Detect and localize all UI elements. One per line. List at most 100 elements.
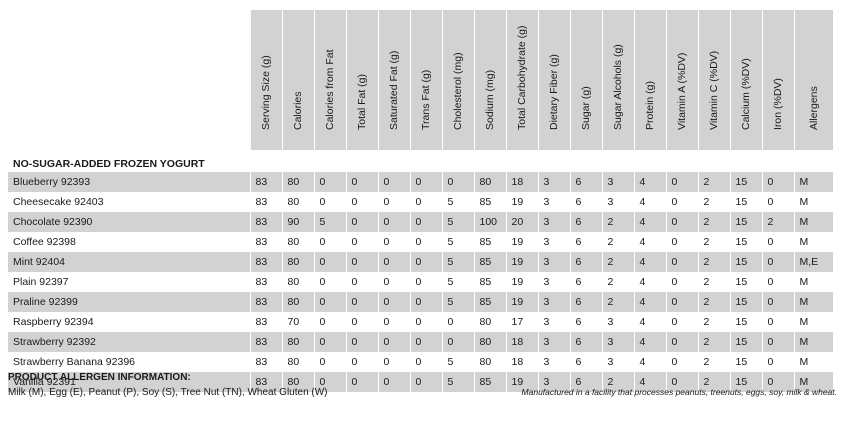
table-cell: 2 (697, 272, 730, 292)
table-cell: 15 (729, 312, 762, 332)
column-header: Vitamin A (%DV) (665, 10, 698, 150)
table-cell: 0 (313, 332, 346, 352)
table-cell: 0 (313, 272, 346, 292)
column-header: Calcium (%DV) (729, 10, 762, 150)
product-name: Strawberry 92392 (8, 332, 250, 352)
table-cell: 6 (569, 252, 602, 272)
table-cell: 5 (441, 272, 474, 292)
product-name: Mint 92404 (8, 252, 250, 272)
table-cell: 0 (377, 352, 410, 372)
table-cell: 83 (249, 232, 282, 252)
table-cell: 0 (761, 352, 794, 372)
table-cell: 3 (537, 332, 570, 352)
table-cell: 6 (569, 232, 602, 252)
table-cell: 0 (665, 252, 698, 272)
table-cell: 0 (665, 212, 698, 232)
table-cell: 80 (281, 172, 314, 192)
table-cell: 15 (729, 292, 762, 312)
table-cell: 0 (345, 272, 378, 292)
table-cell: 15 (729, 272, 762, 292)
table-cell: 2 (697, 212, 730, 232)
table-cell: 0 (409, 332, 442, 352)
table-cell: 0 (409, 252, 442, 272)
table-row: Raspberry 92394 83 70 0 0 0 0 0 80 17 3 6 3 4 0 2 15 0 M (8, 312, 833, 332)
table-cell: 0 (345, 312, 378, 332)
table-cell: M (793, 352, 833, 372)
table-cell: M (793, 172, 833, 192)
allergen-legend: Milk (M), Egg (E), Peanut (P), Soy (S), … (8, 387, 328, 398)
table-cell: 15 (729, 252, 762, 272)
column-header-label: Sugar Alcohols (g) (612, 44, 624, 130)
table-cell: 0 (313, 372, 346, 392)
table-cell: 80 (473, 352, 506, 372)
table-cell: 0 (377, 372, 410, 392)
table-cell: 0 (345, 192, 378, 212)
table-cell: 2 (697, 232, 730, 252)
table-cell: 0 (377, 292, 410, 312)
table-cell: 0 (313, 232, 346, 252)
table-cell: 2 (761, 212, 794, 232)
table-cell: 17 (505, 312, 538, 332)
table-cell: 0 (665, 192, 698, 212)
column-header-label: Sodium (mg) (484, 69, 496, 130)
table-cell: 3 (537, 252, 570, 272)
table-cell: 4 (633, 272, 666, 292)
table-cell: 100 (473, 212, 506, 232)
table-cell: 0 (665, 372, 698, 392)
table-cell: 15 (729, 332, 762, 352)
table-cell: 83 (249, 252, 282, 272)
product-name: Coffee 92398 (8, 232, 250, 252)
column-header-label: Cholesterol (mg) (452, 52, 464, 130)
table-cell: 6 (569, 272, 602, 292)
table-cell: 5 (441, 192, 474, 212)
table-cell: 0 (377, 312, 410, 332)
table-cell: 0 (409, 272, 442, 292)
table-cell: 0 (761, 252, 794, 272)
table-cell: 2 (697, 192, 730, 212)
column-header: Saturated Fat (g) (377, 10, 410, 150)
table-cell: 5 (441, 372, 474, 392)
column-header-label: Calories (292, 91, 304, 130)
table-cell: 0 (409, 172, 442, 192)
column-header: Sugar (g) (569, 10, 602, 150)
table-cell: 19 (505, 192, 538, 212)
table-cell: 80 (281, 252, 314, 272)
table-cell: 6 (569, 212, 602, 232)
column-header-label: Calories from Fat (324, 49, 336, 130)
table-cell: 2 (601, 232, 634, 252)
table-cell: 3 (601, 172, 634, 192)
column-header: Allergens (793, 10, 833, 150)
allergen-info-title: PRODUCT ALLERGEN INFORMATION: (8, 372, 191, 383)
table-cell: 0 (409, 192, 442, 212)
column-header-label: Iron (%DV) (772, 78, 784, 130)
column-header-label: Total Fat (g) (356, 73, 368, 130)
column-header: Calories (281, 10, 314, 150)
table-cell: 0 (409, 212, 442, 232)
table-row: Cheesecake 92403 83 80 0 0 0 0 5 85 19 3 6 3 4 0 2 15 0 M (8, 192, 833, 212)
table-cell: 0 (345, 332, 378, 352)
table-cell: 4 (633, 232, 666, 252)
table-cell: 3 (537, 312, 570, 332)
product-name: Strawberry Banana 92396 (8, 352, 250, 372)
table-cell: 0 (377, 272, 410, 292)
table-cell: 6 (569, 332, 602, 352)
table-cell: 0 (761, 192, 794, 212)
table-cell: 15 (729, 172, 762, 192)
table-cell: 2 (697, 292, 730, 312)
table-cell: 2 (601, 252, 634, 272)
table-cell: 0 (345, 172, 378, 192)
table-cell: 83 (249, 372, 282, 392)
table-cell: 0 (345, 352, 378, 372)
table-cell: 0 (665, 172, 698, 192)
table-cell: 3 (537, 172, 570, 192)
table-cell: 0 (313, 352, 346, 372)
table-cell: 2 (697, 172, 730, 192)
product-name: Blueberry 92393 (8, 172, 250, 192)
table-cell: 4 (633, 372, 666, 392)
table-cell: 19 (505, 292, 538, 312)
table-cell: 4 (633, 292, 666, 312)
column-header: Vitamin C (%DV) (697, 10, 730, 150)
column-header: Calories from Fat (313, 10, 346, 150)
column-header: Trans Fat (g) (409, 10, 442, 150)
table-cell: M (793, 332, 833, 352)
